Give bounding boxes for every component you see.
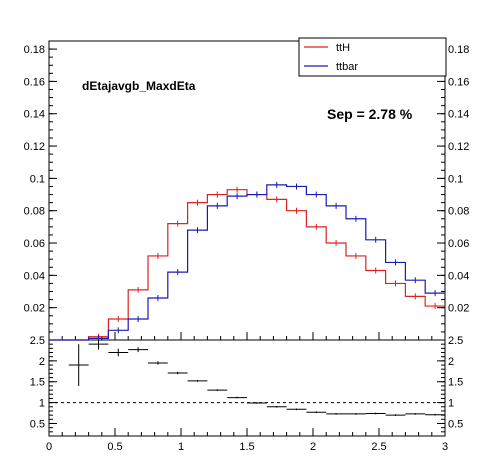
x-tick-label: 1 xyxy=(178,441,184,453)
main-axis-ticks: 0.02 0.02 0.04 0.04 0.06 0.06 0.08 0.08 0.1 0.1 0.… xyxy=(24,44,469,340)
y-tick-label-right: 0.16 xyxy=(448,76,469,88)
ratio-point xyxy=(286,408,307,411)
ratio-y-tick-label-right: 2.5 xyxy=(448,335,463,347)
y-tick-label-right: 0.1 xyxy=(448,173,463,185)
ratio-y-tick-label-left: 1.5 xyxy=(30,377,45,389)
ratio-y-tick-label-right: 1 xyxy=(448,398,454,410)
histogram-ttbar xyxy=(49,184,445,341)
ratio-point xyxy=(207,389,228,391)
ratio-axis-ticks: 0.5 0.51 11.5 1.52 22.5 2.50 0.5 1 1.5 2 2.5 3 xyxy=(30,335,464,453)
y-tick-label-right: 0.18 xyxy=(448,44,469,56)
y-tick-label-left: 0.14 xyxy=(24,109,45,121)
ratio-point xyxy=(108,348,129,357)
x-tick-label: 2.5 xyxy=(371,441,386,453)
ratio-point xyxy=(326,413,346,415)
ratio-point xyxy=(425,413,445,416)
ratio-y-tick-label-right: 2 xyxy=(448,356,454,368)
ratio-point xyxy=(405,413,426,415)
ratio-y-tick-label-left: 2.5 xyxy=(30,335,45,347)
histogram-layer xyxy=(49,181,445,342)
ratio-point xyxy=(187,380,208,382)
y-tick-label-right: 0.14 xyxy=(448,109,469,121)
y-tick-label-left: 0.02 xyxy=(24,303,45,315)
ratio-layer xyxy=(49,340,445,416)
ratio-point xyxy=(385,414,406,416)
legend-label-ttbar: ttbar xyxy=(336,61,358,73)
y-tick-label-left: 0.18 xyxy=(24,44,45,56)
y-tick-label-left: 0.04 xyxy=(24,270,45,282)
ratio-point xyxy=(266,405,287,408)
ratio-point xyxy=(346,413,366,415)
legend-box xyxy=(298,37,447,77)
y-tick-label-right: 0.04 xyxy=(448,270,469,282)
y-tick-label-right: 0.12 xyxy=(448,141,469,153)
ratio-point xyxy=(247,402,267,404)
variable-label: dEtajavgb_MaxdEta xyxy=(82,79,196,93)
ratio-point xyxy=(365,412,386,415)
y-tick-label-right: 0.02 xyxy=(448,303,469,315)
ratio-y-tick-label-left: 2 xyxy=(39,356,45,368)
y-tick-label-left: 0.06 xyxy=(24,238,45,250)
ratio-point xyxy=(88,340,109,350)
ratio-y-tick-label-right: 0.5 xyxy=(448,418,463,430)
ratio-point xyxy=(306,411,327,414)
legend: ttH ttbar xyxy=(298,37,447,77)
ratio-y-tick-label-left: 1 xyxy=(39,398,45,410)
x-tick-label: 3 xyxy=(442,441,448,453)
ratio-point xyxy=(68,344,89,386)
y-tick-label-left: 0.1 xyxy=(30,173,45,185)
ratio-y-tick-label-left: 0.5 xyxy=(30,418,45,430)
separation-annotation: Sep = 2.78 % xyxy=(327,106,413,122)
y-tick-label-right: 0.06 xyxy=(448,238,469,250)
ratio-plot-frame xyxy=(48,339,446,437)
y-tick-label-left: 0.08 xyxy=(24,206,45,218)
legend-label-tth: ttH xyxy=(336,42,350,54)
histogram-ttH xyxy=(49,189,445,341)
ratio-y-tick-label-right: 1.5 xyxy=(448,377,463,389)
y-tick-label-left: 0.16 xyxy=(24,76,45,88)
ratio-point xyxy=(148,361,168,365)
ratio-point xyxy=(128,347,148,353)
x-tick-label: 0 xyxy=(46,441,52,453)
x-tick-label: 1.5 xyxy=(239,441,254,453)
y-tick-label-right: 0.08 xyxy=(448,206,469,218)
x-tick-label: 2 xyxy=(310,441,316,453)
ratio-point xyxy=(167,371,188,375)
y-tick-label-left: 0.12 xyxy=(24,141,45,153)
x-tick-label: 0.5 xyxy=(107,441,122,453)
ratio-point xyxy=(227,396,247,399)
